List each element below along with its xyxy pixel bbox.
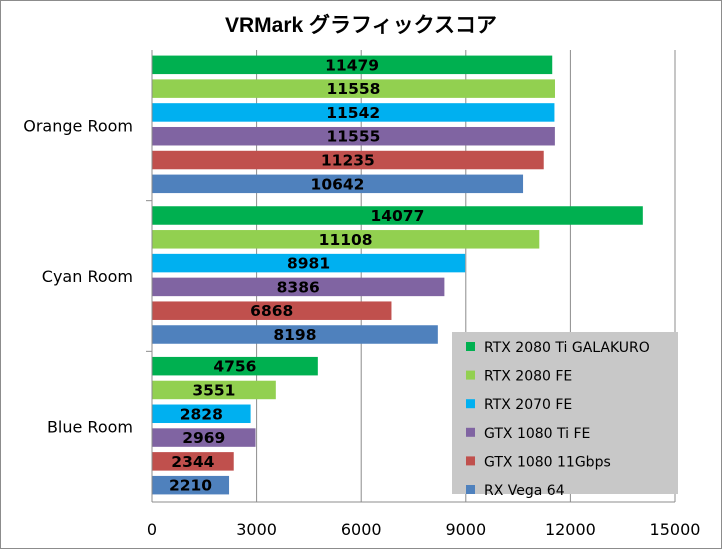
legend-box	[452, 332, 678, 494]
category-label: Blue Room	[47, 418, 133, 437]
data-label: 2828	[180, 405, 223, 423]
category-label: Cyan Room	[42, 267, 133, 286]
data-label: 4756	[213, 358, 256, 376]
x-tick-label: 15000	[650, 520, 701, 539]
data-label: 11542	[326, 104, 380, 122]
data-label: 2969	[182, 429, 225, 447]
x-tick-label: 3000	[236, 520, 277, 539]
legend-swatch	[466, 342, 475, 351]
data-label: 3551	[192, 381, 235, 399]
data-label: 11558	[327, 80, 381, 98]
bar	[152, 380, 276, 400]
category-label: Orange Room	[23, 116, 133, 135]
legend-swatch	[466, 485, 475, 494]
x-tick-label: 12000	[545, 520, 596, 539]
bar	[152, 404, 251, 424]
legend-swatch	[466, 427, 475, 437]
legend-swatch	[466, 456, 475, 466]
data-label: 11479	[325, 56, 379, 74]
bar	[152, 475, 230, 495]
axes: 0 3000 6000 9000 12000 15000 Orange Room Cyan R…	[23, 50, 700, 539]
bar	[152, 325, 438, 344]
x-tick-label: 6000	[341, 520, 382, 539]
x-tick-label: 9000	[445, 520, 486, 539]
legend: RTX 2080 Ti GALAKURO RTX 2080 FE RTX 2070 …	[452, 332, 678, 499]
bar	[152, 150, 544, 170]
x-tick-label: 0	[147, 520, 157, 539]
bar	[152, 126, 555, 146]
legend-label: RX Vega 64	[484, 483, 565, 499]
bar	[152, 301, 392, 320]
bar	[152, 253, 466, 273]
legend-swatch	[466, 399, 475, 409]
legend-label: RTX 2080 FE	[484, 369, 572, 385]
data-label: 11235	[321, 152, 375, 170]
data-label: 2210	[169, 477, 212, 495]
data-label: 8981	[287, 255, 330, 273]
data-label: 8198	[273, 326, 316, 344]
data-label: 14077	[370, 207, 424, 225]
bar	[152, 55, 553, 75]
data-label: 6868	[250, 302, 293, 320]
data-label: 11108	[319, 231, 373, 249]
data-label: 11555	[326, 128, 380, 146]
bar	[152, 206, 643, 225]
bar	[152, 428, 256, 447]
legend-label: GTX 1080 Ti FE	[484, 426, 590, 442]
bar-series: 11479 11558 11542 11555 11235 10642 14077 11108…	[152, 55, 643, 495]
bar	[152, 79, 555, 98]
data-label: 10642	[311, 175, 365, 193]
data-label: 2344	[171, 453, 214, 471]
bar	[152, 103, 555, 122]
data-label: 8386	[277, 278, 320, 296]
bar	[152, 277, 445, 297]
legend-label: RTX 2070 FE	[484, 397, 572, 413]
bar	[152, 174, 524, 194]
chart-title: VRMark グラフィックスコア	[225, 13, 497, 37]
legend-label: RTX 2080 Ti GALAKURO	[484, 340, 650, 356]
bar	[152, 452, 234, 471]
bar	[152, 356, 318, 376]
bar	[152, 230, 540, 249]
legend-label: GTX 1080 11Gbps	[484, 454, 611, 470]
legend-swatch	[466, 370, 475, 380]
